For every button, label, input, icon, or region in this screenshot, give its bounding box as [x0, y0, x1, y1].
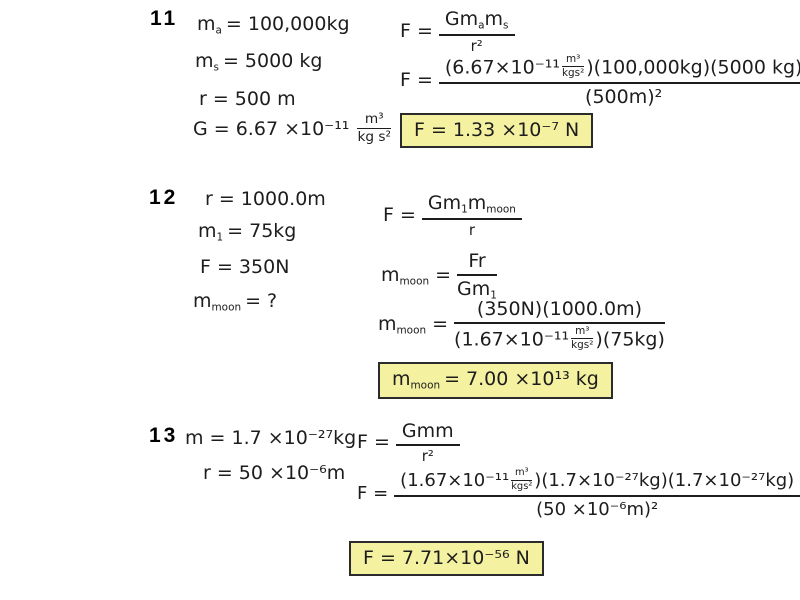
p11-answer-box: F = 1.33 ×10⁻⁷ N [400, 113, 594, 148]
subscript: moon [399, 275, 430, 288]
p12-answer-text: mmoon = 7.00 ×10¹³ kg [392, 368, 599, 392]
numerator: Gmm [395, 420, 460, 446]
unit-fraction: m³ kgs² [571, 325, 594, 352]
subscript: s [503, 19, 509, 32]
p12-given-F: F = 350N [200, 256, 290, 278]
p13-answer-box: F = 7.71×10⁻⁵⁶ N [349, 541, 544, 576]
p12-given-mmoon: mmoon = ? [193, 290, 278, 314]
p12-answer-box: mmoon = 7.00 ×10¹³ kg [378, 362, 613, 399]
fraction: Gmams r² [438, 8, 515, 55]
numerator: Gmams [438, 8, 515, 36]
p11-given-ma: ma = 100,000kg [197, 13, 350, 37]
subscript: a [215, 24, 222, 37]
numerator: (350N)(1000.0m) [454, 298, 665, 324]
p11-equation-substitution: F = (6.67×10⁻¹¹ m³ kgs²)(100,000kg)(5000 kg… [400, 53, 800, 108]
subscript: moon [486, 203, 516, 216]
fraction: (6.67×10⁻¹¹ m³ kgs²)(100,000kg)(5000 kg) (5… [438, 53, 800, 108]
denominator: (50 ×10⁻⁶m)² [536, 498, 659, 520]
p11-given-ms: ms = 5000 kg [195, 50, 323, 74]
subscript: a [478, 19, 485, 32]
p11-equation-formula: F = Gmams r² [400, 8, 515, 55]
problem-12-number: 12 [149, 186, 179, 209]
p12-equation-substitution: mmoon = (350N)(1000.0m) (1.67×10⁻¹¹ m³ kgs²)… [378, 298, 665, 352]
numerator: Fr [457, 250, 497, 276]
unit-fraction: m³ kgs² [561, 53, 585, 80]
problem-11-number: 11 [150, 7, 179, 30]
denominator: r² [421, 448, 434, 465]
fraction: Gm1mmoon r [421, 192, 522, 239]
subscript: 1 [216, 231, 224, 244]
unit-fraction: m³ kgs² [511, 467, 533, 492]
fraction: Gmm r² [395, 420, 460, 465]
denominator: Gm1 [457, 278, 497, 302]
p12-given-m1: m1 = 75kg [198, 220, 297, 244]
numerator: (6.67×10⁻¹¹ m³ kgs²)(100,000kg)(5000 kg) [438, 53, 800, 84]
p13-given-r: r = 50 ×10⁻⁶m [203, 462, 346, 484]
subscript: 1 [461, 203, 468, 216]
subscript: s [213, 61, 219, 74]
fraction: (350N)(1000.0m) (1.67×10⁻¹¹ m³ kgs²)(75kg) [454, 298, 665, 352]
subscript: moon [396, 325, 427, 338]
p11-given-r: r = 500 m [199, 88, 296, 110]
problem-13-number: 13 [149, 424, 179, 447]
p13-equation-formula: F = Gmm r² [357, 420, 460, 465]
p13-equation-substitution: F = (1.67×10⁻¹¹ m³ kgs²)(1.7×10⁻²⁷kg)(1.7×1… [357, 467, 800, 520]
p13-given-m: m = 1.7 ×10⁻²⁷kg [185, 427, 357, 449]
p12-equation-rearranged: mmoon = Fr Gm1 [381, 250, 497, 302]
p12-equation-formula: F = Gm1mmoon r [383, 192, 522, 239]
p13-answer-text: F = 7.71×10⁻⁵⁶ N [363, 547, 530, 569]
fraction: (1.67×10⁻¹¹ m³ kgs²)(1.7×10⁻²⁷kg)(1.7×10⁻²… [394, 467, 800, 520]
unit-fraction: m³ kg s² [357, 111, 392, 146]
denominator: r [468, 221, 475, 239]
subscript: moon [211, 301, 242, 314]
denominator: (1.67×10⁻¹¹ m³ kgs²)(75kg) [454, 325, 665, 352]
numerator: (1.67×10⁻¹¹ m³ kgs²)(1.7×10⁻²⁷kg)(1.7×10⁻²… [394, 467, 800, 497]
numerator: Gm1mmoon [421, 192, 522, 220]
p11-given-G: G = 6.67 ×10⁻¹¹ m³ kg s² [193, 111, 392, 146]
denominator: (500m)² [585, 85, 663, 108]
fraction: Fr Gm1 [457, 250, 497, 302]
denominator: r² [470, 37, 483, 55]
p11-answer-text: F = 1.33 ×10⁻⁷ N [414, 119, 580, 141]
subscript: moon [410, 379, 441, 392]
p12-given-r: r = 1000.0m [205, 188, 326, 210]
subscript: 1 [490, 289, 497, 302]
